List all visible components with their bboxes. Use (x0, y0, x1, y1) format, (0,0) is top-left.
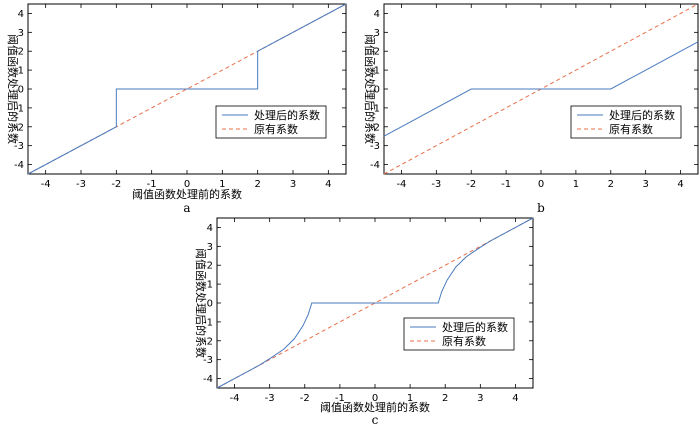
x-tick-label-c-1: 1 (407, 393, 413, 404)
x-tick-label-c-3: 3 (477, 393, 483, 404)
y-tick-label-c-3: 3 (207, 242, 213, 253)
y-tick-label-c--1: -1 (203, 317, 213, 328)
y-tick-label-c--4: -4 (203, 374, 213, 385)
y-tick-label-a--4: -4 (14, 160, 24, 171)
y-tick-label-c-4: 4 (207, 223, 213, 234)
x-tick-label-a-3: 3 (290, 179, 296, 190)
chart-panel-b: -4 -3 -2 -1 0 1 2 3 4 -4 -3 -2 -1 0 1 2 3 4 处理后的系数 原有系数 阈… (363, 3, 699, 215)
legend-a: 处理后的系数 原有系数 (215, 105, 327, 139)
y-tick-label-a--3: -3 (14, 141, 24, 152)
y-tick-label-b-1: 1 (374, 66, 380, 77)
series-group-b (383, 3, 699, 175)
y-tick-label-b--3: -3 (370, 141, 380, 152)
series-group-c (216, 217, 534, 389)
x-tick-label-c-0: 0 (372, 393, 378, 404)
legend-box-b (570, 105, 682, 139)
y-tick-label-a--2: -2 (14, 122, 24, 133)
x-tick-label-b--2: -2 (466, 179, 476, 190)
y-axis-title-b: 阈值函数处理后的系数 (363, 34, 377, 144)
legend-label-original-c: 原有系数 (442, 334, 486, 348)
y-tick-label-c--2: -2 (203, 336, 213, 347)
legend-label-original-b: 原有系数 (609, 122, 653, 136)
x-tick-label-b-4: 4 (677, 179, 683, 190)
y-tick-label-c-2: 2 (207, 261, 213, 272)
series-line-processed-b (383, 41, 699, 137)
legend-box-c (403, 317, 515, 351)
y-tick-label-b-2: 2 (374, 47, 380, 58)
y-tick-label-b--4: -4 (370, 160, 380, 171)
x-axis-title-c: 阈值函数处理前的系数 (320, 400, 430, 414)
x-tick-label-a--4: -4 (41, 179, 51, 190)
x-tick-label-a-4: 4 (325, 179, 331, 190)
legend-b: 处理后的系数 原有系数 (570, 105, 682, 139)
x-axis-title-a: 阈值函数处理前的系数 (132, 187, 242, 201)
panel-label-c: c (372, 413, 379, 426)
x-tick-label-c--2: -2 (300, 393, 310, 404)
x-tick-label-a--2: -2 (111, 179, 121, 190)
legend-label-processed-b: 处理后的系数 (609, 108, 675, 122)
y-tick-label-b-4: 4 (374, 9, 380, 20)
y-tick-label-a-2: 2 (18, 47, 24, 58)
series-line-processed-a (27, 3, 347, 175)
y-tick-label-b-3: 3 (374, 28, 380, 39)
y-tick-label-c--3: -3 (203, 355, 213, 366)
y-tick-label-a-0: 0 (18, 85, 24, 96)
y-axis-title-a: 阈值函数处理后的系数 (6, 34, 20, 144)
y-tick-label-b--1: -1 (370, 103, 380, 114)
series-line-processed-c (216, 217, 534, 389)
y-tick-label-a-3: 3 (18, 28, 24, 39)
x-tick-label-a-2: 2 (254, 179, 260, 190)
y-tick-label-c-0: 0 (207, 299, 213, 310)
panel-label-b: b (537, 201, 545, 215)
x-tick-label-b-3: 3 (642, 179, 648, 190)
x-tick-label-c--4: -4 (230, 393, 240, 404)
x-tick-label-b-1: 1 (573, 179, 579, 190)
x-tick-label-c-4: 4 (512, 393, 518, 404)
x-tick-label-b--1: -1 (501, 179, 511, 190)
legend-c: 处理后的系数 原有系数 (403, 317, 515, 351)
legend-label-original-a: 原有系数 (254, 122, 298, 136)
y-tick-label-c-1: 1 (207, 280, 213, 291)
x-tick-label-b-0: 0 (538, 179, 544, 190)
x-tick-label-b--4: -4 (396, 179, 406, 190)
legend-box-a (215, 105, 327, 139)
series-group-a (27, 3, 347, 175)
y-tick-label-a-1: 1 (18, 66, 24, 77)
x-tick-label-b--3: -3 (431, 179, 441, 190)
ticks-group-a: -4 -3 -2 -1 0 1 2 3 4 -4 -3 -2 -1 0 1 2 3 4 (14, 4, 346, 190)
y-tick-label-a--1: -1 (14, 103, 24, 114)
y-tick-label-a-4: 4 (18, 9, 24, 20)
chart-panel-c: -4 -3 -2 -1 0 1 2 3 4 -4 -3 -2 -1 0 1 2 3 4 处理后的系数 原有系数 阈… (194, 217, 534, 426)
ticks-group-b: -4 -3 -2 -1 0 1 2 3 4 -4 -3 -2 -1 0 1 2 3 4 (370, 4, 698, 190)
x-tick-label-a-1: 1 (219, 179, 225, 190)
series-line-original-c (216, 217, 534, 389)
x-tick-label-a--1: -1 (147, 179, 157, 190)
y-tick-label-b-0: 0 (374, 85, 380, 96)
x-tick-label-a-0: 0 (184, 179, 190, 190)
y-axis-title-c: 阈值函数处理后的系数 (194, 248, 208, 358)
panel-label-a: a (183, 201, 190, 215)
y-tick-label-b--2: -2 (370, 122, 380, 133)
x-tick-label-c--1: -1 (335, 393, 345, 404)
x-tick-label-a--3: -3 (76, 179, 86, 190)
x-tick-label-b-2: 2 (608, 179, 614, 190)
legend-label-processed-a: 处理后的系数 (254, 108, 320, 122)
chart-panel-a: -4 -3 -2 -1 0 1 2 3 4 -4 -3 -2 -1 0 1 2 3 4 处理后的系数 原有系数 阈… (6, 3, 347, 215)
x-tick-label-c-2: 2 (442, 393, 448, 404)
ticks-group-c: -4 -3 -2 -1 0 1 2 3 4 -4 -3 -2 -1 0 1 2 3 4 (203, 218, 533, 404)
legend-label-processed-c: 处理后的系数 (442, 320, 508, 334)
x-tick-label-c--3: -3 (265, 393, 275, 404)
